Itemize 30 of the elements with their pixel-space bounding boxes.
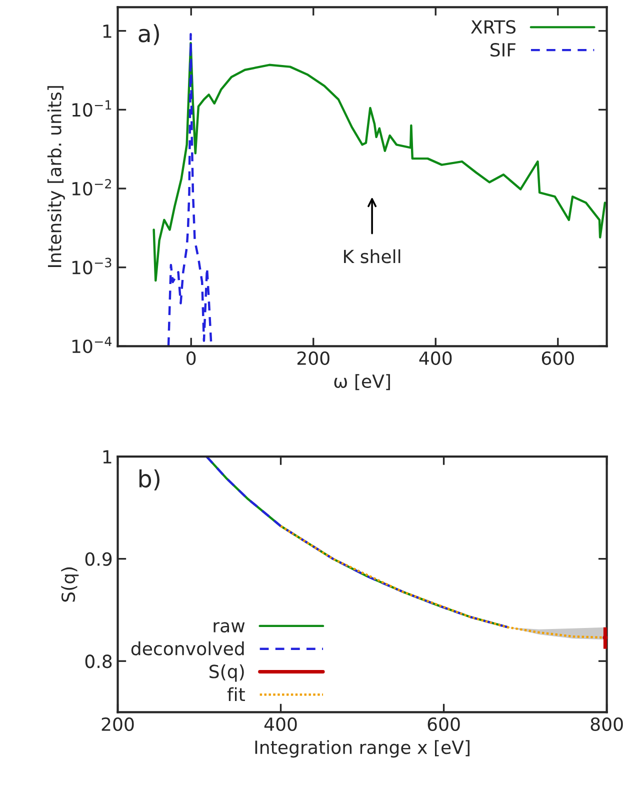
line-series [167,32,212,346]
x-tick-label: 600 [428,717,460,732]
legend-label: S(q) [210,664,244,682]
y-tick-label: 10$^{−2}$ [72,178,111,196]
annotation: K shell [344,249,400,264]
x-axis-title: Integration range x [eV] [255,740,470,758]
annotation: b) [139,469,160,490]
legend-label: fit [227,687,245,701]
y-tick-label: 0.8 [85,654,112,668]
y-tick-label: 1 [103,450,112,464]
y-tick-label: 1 [103,24,112,38]
legend-label: raw [214,622,245,633]
annotation: a) [138,24,159,46]
y-tick-label: 10$^{−3}$ [72,258,112,274]
x-tick-label: 400 [264,717,297,732]
x-tick-label: 200 [102,717,134,732]
x-tick-label: 0 [186,351,196,366]
x-tick-label: 400 [419,351,452,366]
x-tick-label: 800 [590,717,623,732]
y-tick-label: 10$^{−4}$ [72,336,112,354]
x-axis-title: ω [eV] [334,374,390,390]
y-tick-label: 10$^{−1}$ [72,100,112,117]
x-tick-label: 600 [542,351,574,366]
legend-label: XRTS [470,20,516,34]
y-axis-title: Intensity [arb. units] [47,86,65,268]
legend-label: deconvolved [131,641,244,656]
legend-label: SIF [490,42,516,57]
y-tick-label: 0.9 [85,552,112,566]
x-tick-label: 200 [297,351,330,366]
y-axis-title: S(q) [61,567,79,602]
